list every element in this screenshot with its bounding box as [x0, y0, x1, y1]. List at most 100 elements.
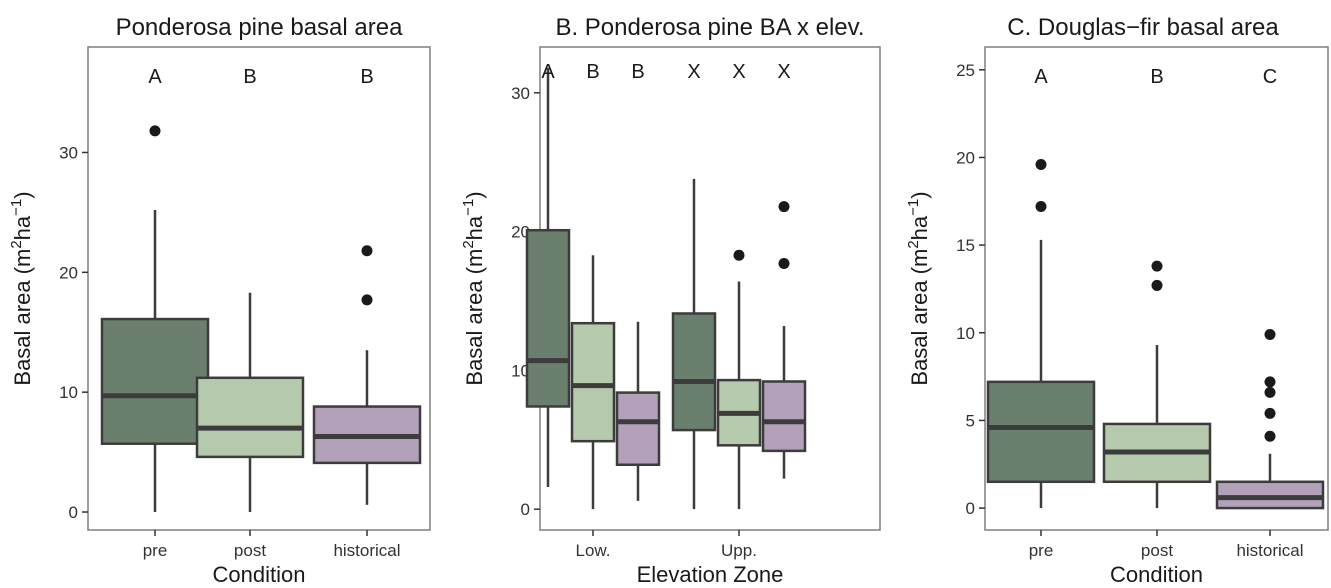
y-axis-title-part: −1: [905, 199, 922, 216]
significance-letter: X: [732, 61, 745, 83]
y-axis-title-part: 2: [8, 240, 25, 248]
x-tick-label: historical: [333, 541, 400, 560]
x-axis-title: Elevation Zone: [637, 562, 784, 587]
y-tick-label: 5: [966, 411, 975, 430]
y-tick-label: 10: [956, 324, 975, 343]
x-tick-label: pre: [143, 541, 168, 560]
y-tick-label: 20: [956, 148, 975, 167]
y-axis-title: Basal area (m2ha−1): [460, 191, 487, 385]
significance-letter: A: [1034, 66, 1048, 88]
chart-title: Ponderosa pine basal area: [116, 14, 404, 41]
significance-letter: B: [1150, 66, 1163, 88]
box-Low.-post: B: [570, 61, 616, 510]
box-post-post: B: [195, 66, 305, 513]
plot-frame: [87, 46, 431, 531]
outlier-point: [149, 125, 161, 137]
significance-letter: B: [586, 61, 599, 83]
y-tick-label: 25: [956, 61, 975, 80]
significance-letter: B: [243, 66, 256, 88]
y-axis-title-part: Basal area (m: [462, 249, 487, 386]
y-axis-title-part: ha: [907, 215, 932, 240]
outlier-point: [1264, 376, 1276, 388]
box-post-post: B: [1102, 66, 1212, 509]
chart-title: B. Ponderosa pine BA x elev.: [555, 14, 864, 41]
box-Upp.-post: X: [716, 61, 762, 510]
y-tick-label: 0: [69, 503, 78, 522]
outlier-point: [778, 201, 790, 213]
y-tick-label: 30: [511, 84, 530, 103]
outlier-point: [1035, 201, 1047, 213]
box-body: [615, 391, 661, 467]
x-tick-label: Low.: [576, 541, 611, 560]
box-body: [1215, 480, 1325, 510]
y-axis-title-part: −1: [8, 199, 25, 216]
y-tick-label: 30: [59, 143, 78, 162]
y-axis-title-part: ): [907, 191, 932, 198]
y-tick-label: 20: [59, 263, 78, 282]
outlier-point: [778, 258, 790, 270]
box-historical-historical: B: [312, 66, 422, 505]
panel-2: B. Ponderosa pine BA x elev. 0 10 20 30 Low. U…: [460, 14, 881, 587]
outlier-point: [1151, 279, 1163, 291]
box-Upp.-pre: X: [671, 61, 717, 510]
box-body: [986, 380, 1096, 484]
box-Low.-historical: B: [615, 61, 661, 501]
box-body: [570, 321, 616, 443]
plot-frame: [539, 46, 881, 531]
outlier-point: [1151, 260, 1163, 272]
outlier-point: [1035, 158, 1047, 170]
x-tick-label: Upp.: [721, 541, 757, 560]
y-axis-title: Basal area (m2ha−1): [905, 191, 932, 385]
significance-letter: C: [1263, 66, 1277, 88]
y-tick-label: 20: [511, 223, 530, 242]
box-pre-pre: A: [986, 66, 1096, 509]
significance-letter: B: [360, 66, 373, 88]
box-Upp.-historical: X: [761, 61, 807, 479]
y-axis-title-part: 2: [905, 240, 922, 248]
y-axis-title-part: Basal area (m: [907, 249, 932, 386]
y-tick-label: 0: [521, 500, 530, 519]
box-body: [761, 380, 807, 453]
significance-letter: A: [541, 61, 555, 83]
panel-3: C. Douglas−fir basal area 0 5 10 15 20 25 pre po…: [905, 14, 1329, 587]
y-axis-title: Basal area (m2ha−1): [8, 191, 35, 385]
outlier-point: [1264, 386, 1276, 398]
x-tick-label: post: [1141, 541, 1173, 560]
outlier-point: [361, 245, 373, 257]
box-Low.-pre: A: [525, 61, 571, 487]
box-body: [525, 228, 571, 408]
y-axis-title-part: Basal area (m: [10, 249, 35, 386]
y-axis-title-part: ha: [10, 215, 35, 240]
box-body: [671, 312, 717, 432]
x-tick-label: historical: [1236, 541, 1303, 560]
outlier-point: [1264, 407, 1276, 419]
outlier-point: [1264, 329, 1276, 341]
y-axis-title-part: −1: [460, 199, 477, 216]
panel-1: Ponderosa pine basal area 0 10 20 30 pre post h…: [8, 14, 431, 587]
y-tick-label: 10: [59, 383, 78, 402]
outlier-point: [361, 294, 373, 306]
y-axis-title-part: ): [462, 191, 487, 198]
box-body: [100, 317, 210, 445]
significance-letter: B: [631, 61, 644, 83]
box-historical-historical: C: [1215, 66, 1325, 510]
outlier-point: [1264, 430, 1276, 442]
box-body: [195, 376, 305, 459]
x-axis-title: Condition: [213, 562, 306, 587]
y-tick-label: 15: [956, 236, 975, 255]
significance-letter: X: [687, 61, 700, 83]
chart-title: C. Douglas−fir basal area: [1007, 14, 1279, 41]
x-axis-title: Condition: [1110, 562, 1203, 587]
x-tick-label: pre: [1029, 541, 1054, 560]
outlier-point: [733, 249, 745, 261]
significance-letter: A: [148, 66, 162, 88]
x-tick-label: post: [234, 541, 266, 560]
y-tick-label: 10: [511, 361, 530, 380]
y-axis-title-part: ): [10, 191, 35, 198]
box-pre-pre: A: [100, 66, 210, 513]
y-axis-title-part: 2: [460, 240, 477, 248]
significance-letter: X: [777, 61, 790, 83]
y-tick-label: 0: [966, 499, 975, 518]
y-axis-title-part: ha: [462, 215, 487, 240]
